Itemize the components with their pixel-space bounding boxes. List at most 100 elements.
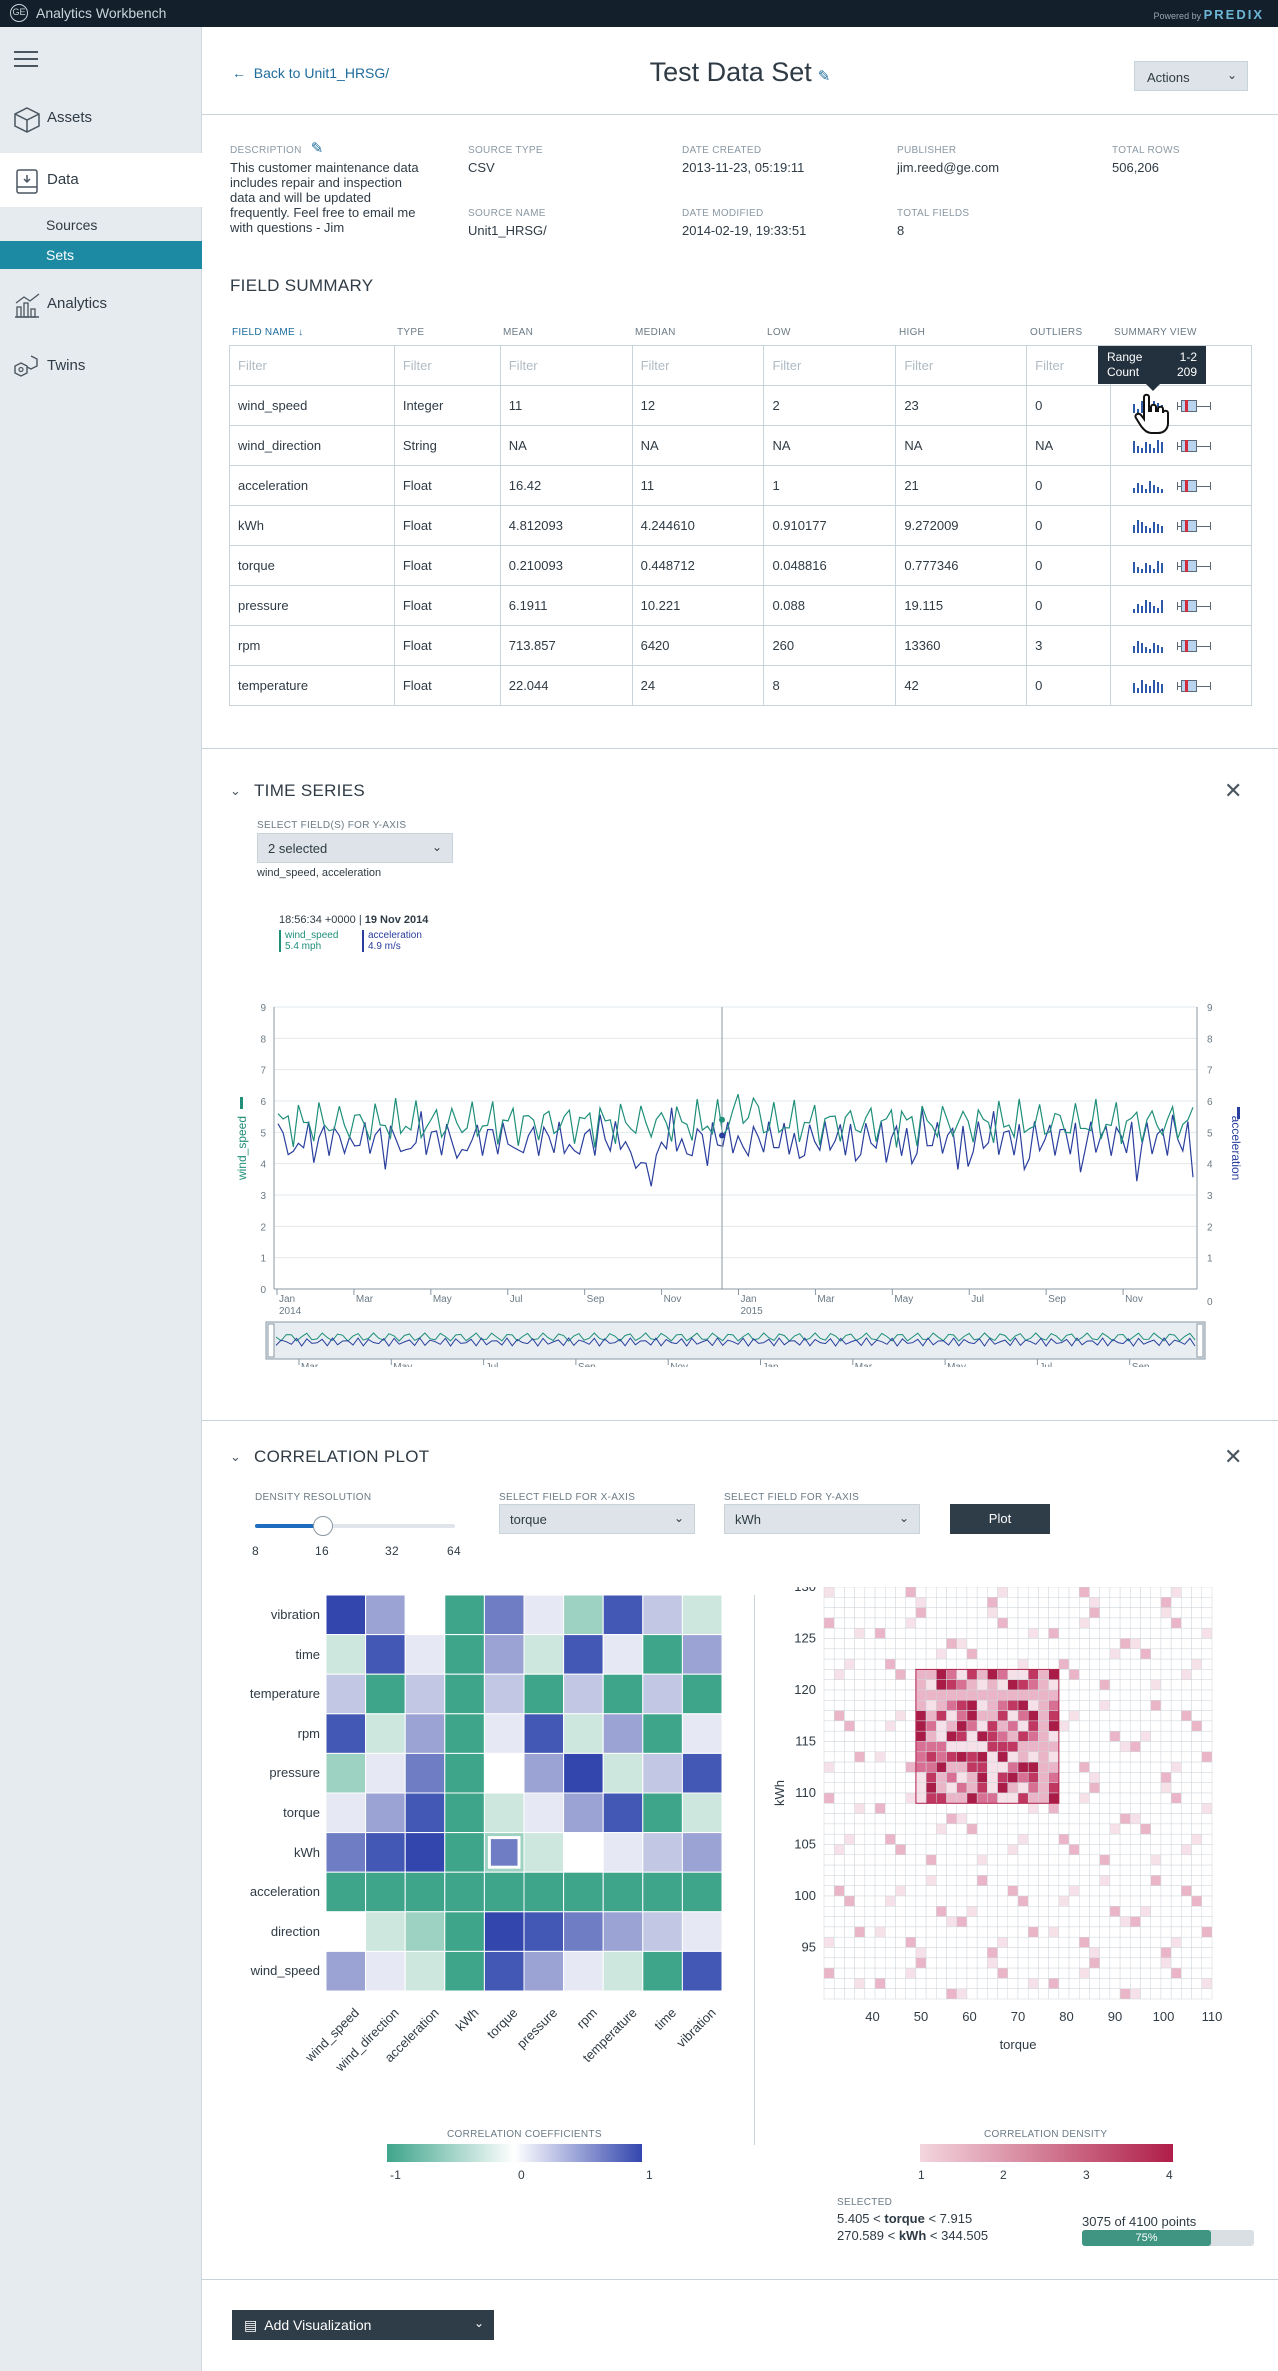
close-icon[interactable]: ✕ (1224, 778, 1243, 803)
density-cell (997, 1627, 1009, 1639)
density-slider-track[interactable] (255, 1524, 455, 1528)
density-cell (1140, 1813, 1151, 1825)
density-cell (997, 1895, 1009, 1907)
sidebar-subitem-sets[interactable]: Sets (0, 241, 202, 269)
histogram-sparkline[interactable] (1133, 479, 1164, 494)
summary-view-cell[interactable] (1110, 465, 1252, 506)
histogram-sparkline[interactable] (1133, 639, 1164, 654)
density-cell (1058, 1906, 1070, 1917)
pencil-icon[interactable]: ✎ (310, 140, 324, 157)
col-header-median[interactable]: MEDIAN (635, 327, 676, 338)
box-plot[interactable] (1177, 680, 1212, 693)
sidebar-item-data[interactable]: Data (0, 153, 202, 207)
filter-input[interactable]: Filter (393, 345, 501, 386)
density-cell (844, 1875, 855, 1886)
filter-input[interactable]: Filter (1026, 345, 1112, 386)
box-plot[interactable] (1177, 400, 1212, 413)
box-plot[interactable] (1177, 520, 1212, 533)
histogram-sparkline[interactable] (1133, 519, 1164, 534)
density-cell (1130, 1947, 1141, 1959)
filter-input[interactable]: Filter (763, 345, 897, 386)
col-header-high[interactable]: HIGH (899, 327, 926, 338)
density-cell (1170, 1833, 1182, 1845)
x-axis-field-select[interactable]: torque ⌄ (499, 1504, 695, 1534)
density-cell (1079, 1864, 1090, 1876)
density-cell (1119, 1885, 1131, 1897)
box-plot[interactable] (1177, 560, 1212, 573)
density-cell (1109, 1926, 1121, 1938)
density-cell (1191, 1957, 1203, 1969)
box-plot[interactable] (1177, 600, 1212, 613)
density-cell (1017, 1926, 1029, 1938)
collapse-correlation-icon[interactable]: ⌄ (230, 1449, 241, 1464)
density-cell (854, 1658, 866, 1670)
y-axis-field-select[interactable]: 2 selected ⌄ (257, 833, 453, 863)
actions-dropdown[interactable]: Actions ⌄ (1134, 61, 1248, 91)
table-row[interactable]: wind_speed Integer 11 12 2 23 0 (229, 385, 1252, 426)
heatmap-col-label: time (651, 2005, 680, 2033)
sidebar-item-twins[interactable]: Twins (0, 339, 202, 393)
box-plot[interactable] (1177, 640, 1212, 653)
col-header-field-name[interactable]: FIELD NAME ↓ (232, 327, 304, 338)
summary-view-cell[interactable] (1110, 585, 1252, 626)
table-row[interactable]: wind_direction String NA NA NA NA NA (229, 425, 1252, 466)
pencil-icon[interactable]: ✎ (817, 68, 831, 85)
correlation-heatmap[interactable] (326, 1595, 726, 1995)
box-plot[interactable] (1177, 480, 1212, 493)
density-cell (946, 1854, 957, 1866)
summary-view-cell[interactable] (1110, 545, 1252, 586)
table-row[interactable]: rpm Float 713.857 6420 260 13360 3 (229, 625, 1252, 666)
table-row[interactable]: torque Float 0.210093 0.448712 0.048816 0.777… (229, 545, 1252, 586)
density-cell (1140, 1803, 1151, 1814)
density-cell (915, 1617, 927, 1629)
density-slider-handle[interactable] (313, 1516, 333, 1536)
density-cell (1038, 1885, 1049, 1897)
box-plot[interactable] (1177, 440, 1212, 453)
table-row[interactable]: pressure Float 6.1911 10.221 0.088 19.115 0 (229, 585, 1252, 626)
col-header-type[interactable]: TYPE (397, 327, 425, 338)
density-cell (874, 1895, 886, 1907)
filter-input[interactable]: Filter (895, 345, 1028, 386)
col-header-outliers[interactable]: OUTLIERS (1030, 327, 1083, 338)
filter-input[interactable]: Filter (229, 345, 395, 386)
filter-input[interactable]: Filter (631, 345, 765, 386)
col-header-low[interactable]: LOW (767, 327, 791, 338)
plot-button[interactable]: Plot (950, 1504, 1050, 1534)
density-cell (1119, 1803, 1131, 1814)
histogram-sparkline[interactable] (1133, 559, 1164, 574)
y-axis-field-select-corr[interactable]: kWh ⌄ (724, 1504, 920, 1534)
table-row[interactable]: temperature Float 22.044 24 8 42 0 (229, 665, 1252, 706)
summary-view-cell[interactable] (1110, 385, 1252, 426)
density-cell (895, 1792, 906, 1804)
histogram-sparkline[interactable] (1133, 599, 1164, 614)
density-cell (1038, 1617, 1049, 1629)
sidebar-item-analytics[interactable]: Analytics (0, 277, 202, 331)
col-header-mean[interactable]: MEAN (503, 327, 534, 338)
density-cell (1027, 1751, 1039, 1763)
summary-view-cell[interactable] (1110, 505, 1252, 546)
table-row[interactable]: kWh Float 4.812093 4.244610 0.910177 9.272009… (229, 505, 1252, 546)
density-cell (874, 1926, 886, 1938)
summary-view-cell[interactable] (1110, 625, 1252, 666)
filter-input[interactable]: Filter (499, 345, 633, 386)
density-cell (1048, 1669, 1060, 1680)
density-scatter-plot[interactable]: 9510010511011512012513040506070809010011… (772, 1587, 1272, 2107)
sidebar-item-assets[interactable]: Assets (0, 91, 202, 145)
close-icon[interactable]: ✕ (1224, 1444, 1243, 1469)
histogram-sparkline[interactable] (1133, 439, 1164, 454)
sidebar-subitem-sources[interactable]: Sources (46, 217, 98, 233)
histogram-sparkline[interactable] (1133, 679, 1164, 694)
density-cell (1181, 1813, 1192, 1825)
y-tick-left: 1 (260, 1254, 266, 1265)
density-cell (1079, 1957, 1090, 1969)
back-link[interactable]: ← Back to Unit1_HRSG/ (232, 65, 390, 81)
density-cell (1170, 1906, 1182, 1917)
hamburger-menu-icon[interactable] (14, 51, 38, 72)
density-cell (925, 1833, 937, 1845)
density-cell (874, 1978, 886, 1989)
collapse-time-series-icon[interactable]: ⌄ (230, 783, 241, 798)
add-visualization-button[interactable]: ▤ Add Visualization ⌄ (232, 2310, 494, 2340)
table-row[interactable]: acceleration Float 16.42 11 1 21 0 (229, 465, 1252, 506)
summary-view-cell[interactable] (1110, 665, 1252, 706)
